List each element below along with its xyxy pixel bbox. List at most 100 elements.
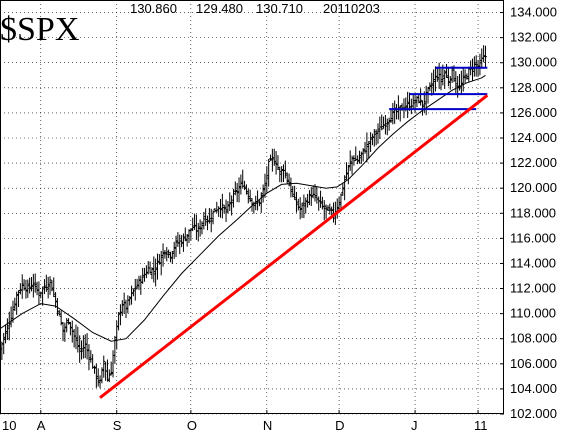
ohlc-bar	[202, 211, 206, 230]
ohlc-bar	[204, 208, 208, 226]
ohlc-bar	[187, 229, 191, 244]
ohlc-bar	[428, 82, 432, 92]
ohlc-bar	[11, 300, 15, 323]
y-axis: 102.000 104.000 106.000 108.000 110.000 112.0…	[500, 5, 557, 421]
ohlc-bar	[31, 274, 35, 298]
ohlc-bar	[94, 363, 98, 388]
ohlc-bar	[161, 243, 165, 267]
y-tick-label: 116.000	[510, 230, 556, 245]
ohlc-bar	[387, 117, 391, 131]
ohlc-bar	[148, 261, 152, 274]
ohlc-bar	[459, 70, 463, 95]
header-low: 129.480	[196, 1, 243, 16]
ohlc-bar	[115, 320, 119, 350]
ohlc-bar	[120, 300, 124, 316]
ohlc-bar	[482, 45, 486, 63]
ohlc-bar	[100, 367, 104, 384]
ohlc-bar	[191, 217, 195, 232]
ohlc-bar	[341, 182, 345, 196]
ohlc-bar	[380, 114, 384, 131]
ohlc-bar	[131, 288, 135, 297]
ohlc-bar	[413, 94, 417, 114]
ohlc-bar	[67, 318, 71, 325]
ohlc-bar	[304, 197, 308, 214]
ohlc-bar	[248, 189, 252, 203]
ohlc-bar	[257, 200, 261, 207]
ohlc-bar	[233, 181, 237, 196]
ohlc-bar	[298, 197, 302, 220]
ohlc-bar	[122, 292, 126, 314]
ohlc-bar	[124, 299, 128, 319]
ohlc-bar	[280, 166, 284, 183]
y-tick-label: 124.000	[510, 130, 557, 145]
x-tick-label: S	[113, 418, 122, 432]
ohlc-bar	[276, 155, 280, 170]
ohlc-bar	[461, 68, 465, 92]
ohlc-bar	[91, 354, 95, 369]
plot-frame	[0, 0, 504, 414]
ohlc-bar	[144, 265, 148, 279]
ohlc-bar	[54, 292, 58, 308]
ohlc-bar	[383, 114, 387, 135]
ohlc-bar	[48, 276, 52, 295]
ohlc-bar	[2, 332, 6, 355]
ohlc-bar	[239, 174, 243, 195]
ohlc-bar	[178, 234, 182, 255]
ohlc-bar	[157, 254, 161, 265]
ohlc-bar	[81, 335, 85, 359]
ohlc-bar	[406, 91, 410, 119]
ohlc-bar	[163, 250, 167, 259]
ohlc-bar	[420, 100, 424, 116]
ohlc-bar	[348, 150, 352, 171]
ohlc-bar	[433, 66, 437, 92]
header-close: 130.710	[256, 1, 303, 16]
ohlc-bar	[307, 190, 311, 206]
ohlc-bar	[231, 188, 235, 208]
ohlc-bar	[294, 191, 298, 213]
ohlc-bar	[367, 141, 371, 159]
x-tick-label: A	[37, 418, 46, 432]
ohlc-bar	[13, 297, 17, 311]
ohlc-bar	[408, 92, 411, 111]
ohlc-bar	[350, 155, 354, 175]
ohlc-bar	[181, 233, 185, 252]
ohlc-bar	[283, 160, 287, 179]
ohlc-bar	[483, 45, 487, 69]
ohlc-bar	[324, 204, 328, 219]
ohlc-bar	[471, 58, 474, 81]
ohlc-bar	[270, 148, 274, 172]
ohlc-bar	[20, 274, 24, 299]
x-tick-label: D	[335, 418, 344, 432]
ohlc-bar	[228, 192, 232, 212]
ohlc-bar	[220, 193, 224, 219]
ohlc-bar	[211, 210, 215, 225]
ohlc-bar	[156, 253, 159, 280]
ohlc-bar	[128, 295, 132, 306]
ohlc-bar	[78, 335, 82, 363]
ohlc-bar	[85, 333, 89, 360]
ohlc-bar	[139, 275, 143, 295]
y-tick-label: 106.000	[510, 356, 557, 371]
y-tick-label: 134.000	[510, 5, 557, 20]
ohlc-bar	[152, 256, 156, 283]
ohlc-bar	[33, 273, 37, 293]
ohlc-bar	[411, 95, 415, 109]
ohlc-bar	[326, 205, 330, 212]
ohlc-bar	[361, 148, 365, 162]
ohlc-bar	[478, 53, 482, 76]
ohlc-bar	[282, 164, 285, 182]
ohlc-bar	[24, 279, 28, 299]
ohlc-bar	[345, 162, 348, 180]
ohlc-bar	[87, 344, 91, 371]
ohlc-bar	[96, 368, 100, 387]
ohlc-bar	[302, 194, 306, 219]
ohlc-bar	[389, 109, 393, 123]
ohlc-bar	[244, 184, 248, 195]
x-tick-label: J	[411, 418, 418, 432]
ohlc-bar	[435, 66, 439, 82]
ohlc-bar	[443, 69, 447, 89]
ohlc-bar	[168, 251, 172, 263]
ohlc-bar	[196, 222, 200, 242]
ohlc-bar	[393, 100, 397, 124]
ohlc-bar	[222, 204, 226, 214]
